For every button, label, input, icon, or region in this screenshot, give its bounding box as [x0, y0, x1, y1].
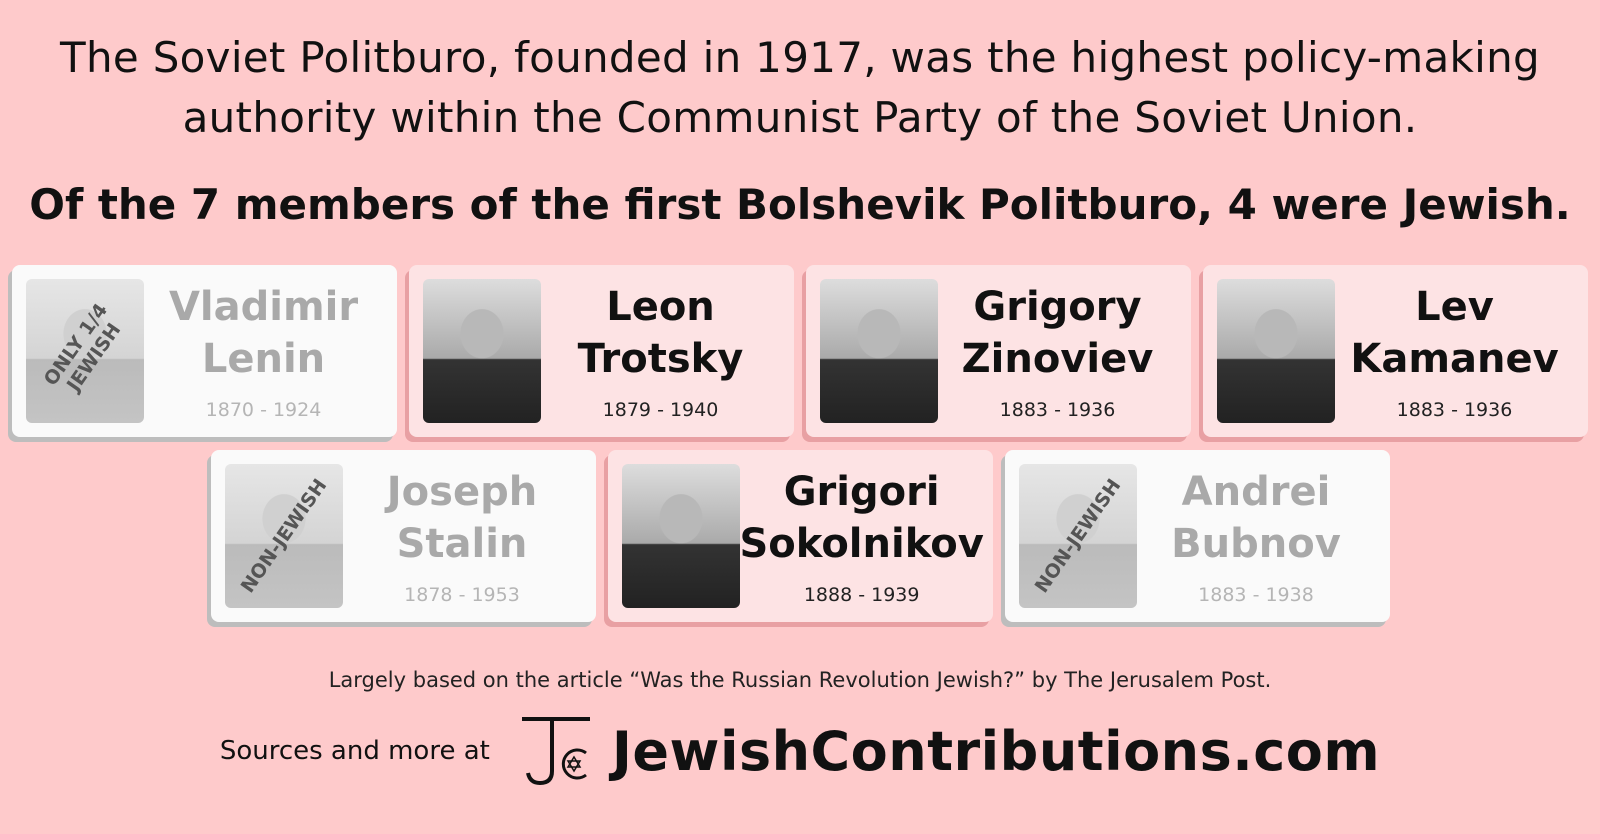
member-first-name: Grigori — [783, 469, 940, 515]
stamp-label: ONLY 1/4 JEWISH — [39, 299, 126, 396]
headline: Of the 7 members of the first Bolshevik … — [29, 180, 1571, 229]
member-card-trotsky: Leon Trotsky 1879 - 1940 — [409, 265, 794, 437]
member-last-name: Trotsky — [577, 336, 744, 382]
member-first-name: Leon — [606, 284, 715, 330]
stamp-label: NON-JEWISH — [1030, 475, 1125, 597]
member-years: 1883 - 1936 — [1396, 399, 1513, 421]
member-first-name: Vladimir — [168, 284, 359, 330]
portrait-photo — [423, 279, 541, 423]
member-last-name: Zinoviev — [961, 336, 1154, 382]
member-years: 1888 - 1939 — [803, 584, 920, 606]
member-card-zinoviev: Grigory Zinoviev 1883 - 1936 — [806, 265, 1191, 437]
member-first-name: Joseph — [386, 469, 538, 515]
member-card-bubnov: NON-JEWISH Andrei Bubnov 1883 - 1938 — [1004, 450, 1390, 622]
member-first-name: Lev — [1415, 284, 1494, 330]
member-last-name: Kamanev — [1350, 336, 1559, 382]
members-row-1: ONLY 1/4 JEWISH Vladimir Lenin 1870 - 1924 … — [0, 265, 1600, 437]
member-years: 1870 - 1924 — [205, 399, 322, 421]
member-years: 1883 - 1936 — [999, 399, 1116, 421]
portrait-photo: ONLY 1/4 JEWISH — [26, 279, 144, 423]
credit-text: Largely based on the article “Was the Ru… — [328, 668, 1272, 692]
member-years: 1878 - 1953 — [404, 584, 520, 606]
member-last-name: Stalin — [396, 521, 528, 567]
intro-text: The Soviet Politburo, founded in 1917, w… — [60, 33, 1540, 142]
member-card-kamanev: Lev Kamanev 1883 - 1936 — [1203, 265, 1588, 437]
stamp-label: NON-JEWISH — [236, 475, 331, 597]
portrait-photo — [621, 464, 740, 608]
site-name[interactable]: JewishContributions.com — [611, 719, 1381, 783]
member-last-name: Lenin — [201, 336, 326, 382]
member-years: 1883 - 1938 — [1198, 584, 1314, 606]
member-last-name: Bubnov — [1171, 521, 1341, 567]
sources-text: Sources and more at — [219, 736, 490, 766]
portrait-photo: NON-JEWISH — [1018, 464, 1137, 608]
members-row-2: NON-JEWISH Joseph Stalin 1878 - 1953 Grigo… — [0, 450, 1600, 622]
member-first-name: Andrei — [1181, 469, 1331, 515]
member-card-lenin: ONLY 1/4 JEWISH Vladimir Lenin 1870 - 1924 — [12, 265, 397, 437]
member-years: 1879 - 1940 — [602, 399, 719, 421]
member-first-name: Grigory — [973, 284, 1142, 330]
footer: Sources and more at JewishContributions.… — [0, 715, 1600, 787]
portrait-photo — [820, 279, 938, 423]
portrait-photo — [1217, 279, 1335, 423]
member-card-stalin: NON-JEWISH Joseph Stalin 1878 - 1953 — [210, 450, 596, 622]
member-card-sokolnikov: Grigori Sokolnikov 1888 - 1939 — [607, 450, 993, 622]
site-logo-icon — [521, 717, 590, 786]
member-last-name: Sokolnikov — [739, 521, 984, 567]
portrait-photo: NON-JEWISH — [224, 464, 343, 608]
